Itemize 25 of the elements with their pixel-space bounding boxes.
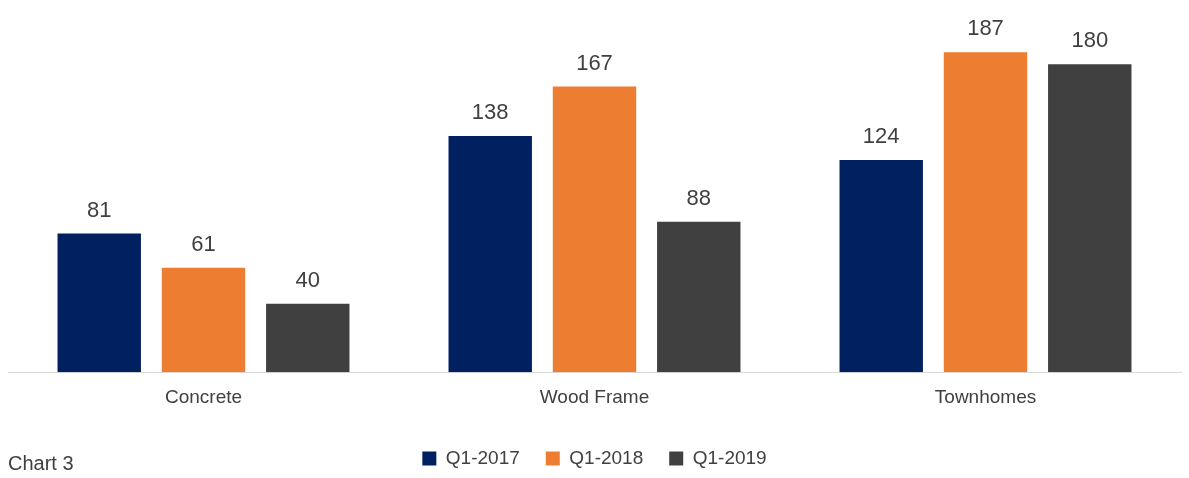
data-label: 88 — [686, 184, 712, 210]
legend-label: Q1-2019 — [692, 446, 767, 468]
data-label: 138 — [471, 99, 509, 125]
data-label: 61 — [191, 230, 216, 256]
data-label: 187 — [967, 15, 1004, 41]
bar — [839, 160, 923, 373]
bar — [57, 233, 141, 373]
data-label: 81 — [86, 196, 112, 222]
legend-label: Q1-2017 — [445, 446, 520, 468]
bar — [943, 52, 1028, 373]
data-label: 180 — [1071, 27, 1109, 53]
bar — [161, 267, 246, 373]
x-tick-label: Wood Frame — [539, 385, 650, 407]
data-label: 167 — [576, 49, 613, 75]
x-tick-label: Townhomes — [934, 385, 1037, 407]
data-label: 40 — [295, 266, 321, 292]
caption: Chart 3 — [8, 451, 74, 474]
bar — [552, 86, 637, 373]
x-tick-label: Concrete — [164, 385, 243, 407]
bar — [657, 221, 741, 373]
bar — [448, 136, 532, 373]
bar — [1048, 64, 1132, 373]
bar — [266, 303, 350, 373]
legend-label: Q1-2018 — [569, 446, 644, 468]
data-label: 124 — [862, 123, 900, 149]
